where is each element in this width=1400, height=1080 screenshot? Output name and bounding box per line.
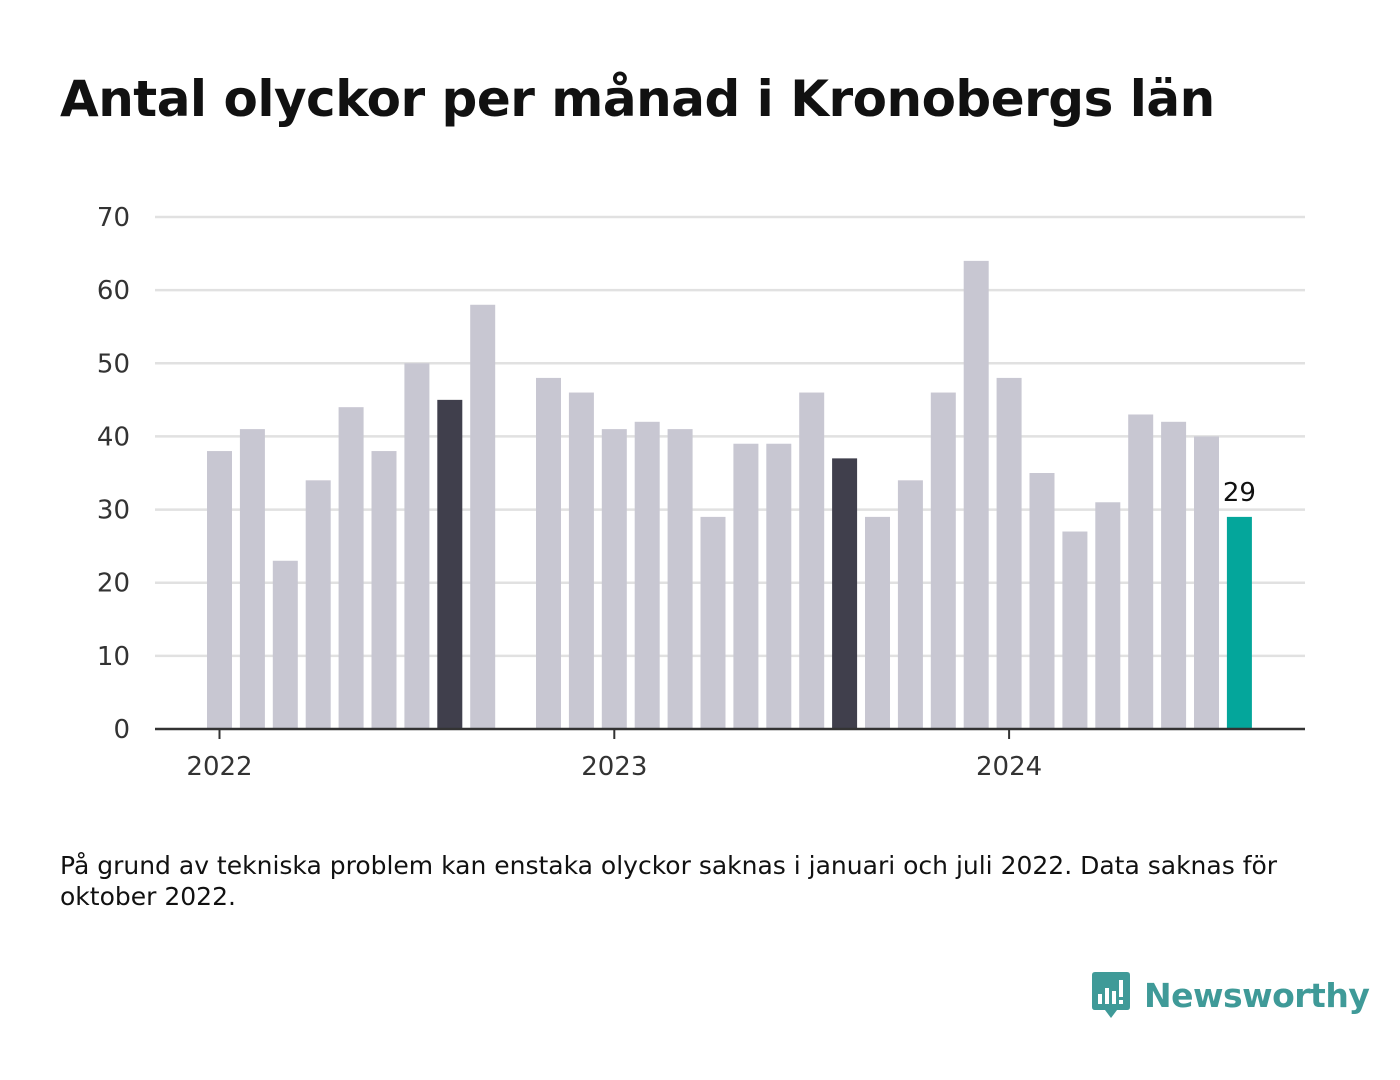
bar-2022-04: [305, 480, 331, 729]
bars: [207, 260, 1252, 729]
bar-chart: 0 10 20 30 40 50 60 70 2022 2023 2024 29: [97, 203, 1305, 782]
chart-title: Antal olyckor per månad i Kronobergs län: [60, 70, 1215, 128]
bar-2024-05: [1128, 414, 1154, 729]
y-tick-label: 20: [97, 569, 130, 599]
bar-2024-07: [1194, 436, 1219, 729]
bar-2023-02: [634, 421, 660, 729]
brand-logo: Newsworthy: [1090, 970, 1370, 1020]
bar-2024-02: [1029, 473, 1055, 729]
bar-2024-06: [1161, 421, 1187, 729]
bar-2022-03: [272, 560, 298, 729]
bar-2022-07: [404, 363, 430, 729]
bar-2023-03: [667, 429, 693, 729]
bar-2024-04: [1095, 502, 1121, 729]
bar-2023-12: [963, 260, 989, 729]
y-tick-label: 50: [97, 349, 130, 379]
x-axis-ticks: 2022 2023 2024: [186, 729, 1042, 782]
bar-2022-06: [371, 451, 397, 729]
bar-2022-05: [338, 407, 364, 729]
y-tick-label: 40: [97, 422, 130, 452]
bar-2023-08: [832, 458, 858, 729]
x-tick-label: 2024: [976, 752, 1042, 782]
bar-2022-02: [239, 429, 265, 729]
bar-2023-05: [733, 443, 759, 729]
x-tick-label: 2022: [186, 752, 252, 782]
y-tick-label: 30: [97, 496, 130, 526]
bar-2022-12: [568, 392, 594, 729]
data-label: 29: [1223, 478, 1256, 508]
brand-name: Newsworthy: [1144, 975, 1370, 1015]
bar-2024-03: [1062, 531, 1088, 729]
x-tick-label: 2023: [581, 752, 647, 782]
data-labels: 29: [1223, 478, 1256, 508]
bar-2023-11: [930, 392, 956, 729]
footnote: På grund av tekniska problem kan enstaka…: [60, 851, 1278, 911]
bar-2023-09: [865, 516, 890, 729]
y-tick-label: 60: [97, 276, 130, 306]
bar-2023-07: [799, 392, 825, 729]
bar-2023-01: [601, 429, 627, 729]
y-tick-label: 0: [113, 715, 130, 745]
bar-2023-10: [897, 480, 923, 729]
bar-2024-08: [1226, 516, 1252, 729]
bar-2022-11: [536, 377, 561, 729]
bar-2024-01: [996, 377, 1022, 729]
y-tick-label: 70: [97, 203, 130, 233]
y-axis-ticks: 0 10 20 30 40 50 60 70: [97, 203, 130, 745]
bar-chart-logo-icon: [1092, 972, 1130, 1018]
bar-2022-08: [437, 399, 463, 729]
y-tick-label: 10: [97, 642, 130, 672]
bar-2023-06: [766, 443, 792, 729]
bar-2022-09: [470, 304, 496, 729]
bar-2023-04: [700, 516, 726, 729]
bar-2022-01: [207, 451, 232, 729]
